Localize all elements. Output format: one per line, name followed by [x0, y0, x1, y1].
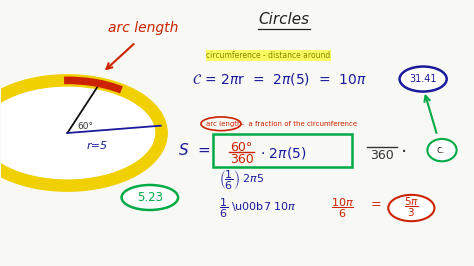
Text: $\left(\dfrac{1}{6}\right)$ 2$\pi$5: $\left(\dfrac{1}{6}\right)$ 2$\pi$5 [219, 169, 264, 192]
Text: circumference - distance around: circumference - distance around [206, 51, 331, 60]
Text: $\dfrac{10\pi}{6}$: $\dfrac{10\pi}{6}$ [331, 196, 354, 220]
Ellipse shape [121, 185, 178, 210]
Ellipse shape [428, 139, 456, 161]
Text: $S$  =: $S$ = [178, 142, 210, 158]
Text: $\dfrac{1}{6}$ \u00b7 10$\pi$: $\dfrac{1}{6}$ \u00b7 10$\pi$ [219, 196, 297, 220]
Text: 60°: 60° [230, 141, 253, 154]
Ellipse shape [400, 66, 447, 92]
Text: Circles: Circles [258, 12, 310, 27]
Text: $\cdot$ 2$\pi$(5): $\cdot$ 2$\pi$(5) [260, 145, 306, 161]
Text: 60°: 60° [78, 122, 94, 131]
Text: arc length-  a fraction of the circumference: arc length- a fraction of the circumfere… [206, 121, 357, 127]
Text: $\mathcal{C}$ = 2$\pi$r  =  2$\pi$(5)  =  10$\pi$: $\mathcal{C}$ = 2$\pi$r = 2$\pi$(5) = 10… [192, 71, 367, 87]
Text: =: = [371, 198, 381, 211]
Text: r=5: r=5 [86, 141, 107, 151]
Text: 5.23: 5.23 [137, 191, 163, 204]
Text: 360: 360 [230, 153, 254, 166]
Text: arc length: arc length [108, 21, 178, 35]
Text: c.: c. [437, 145, 445, 155]
Text: $\dfrac{5\pi}{3}$: $\dfrac{5\pi}{3}$ [404, 196, 419, 219]
Text: 31.41: 31.41 [410, 74, 437, 84]
Text: ·: · [401, 143, 408, 162]
Text: 360: 360 [370, 149, 394, 162]
Ellipse shape [388, 195, 435, 221]
Circle shape [0, 80, 162, 186]
